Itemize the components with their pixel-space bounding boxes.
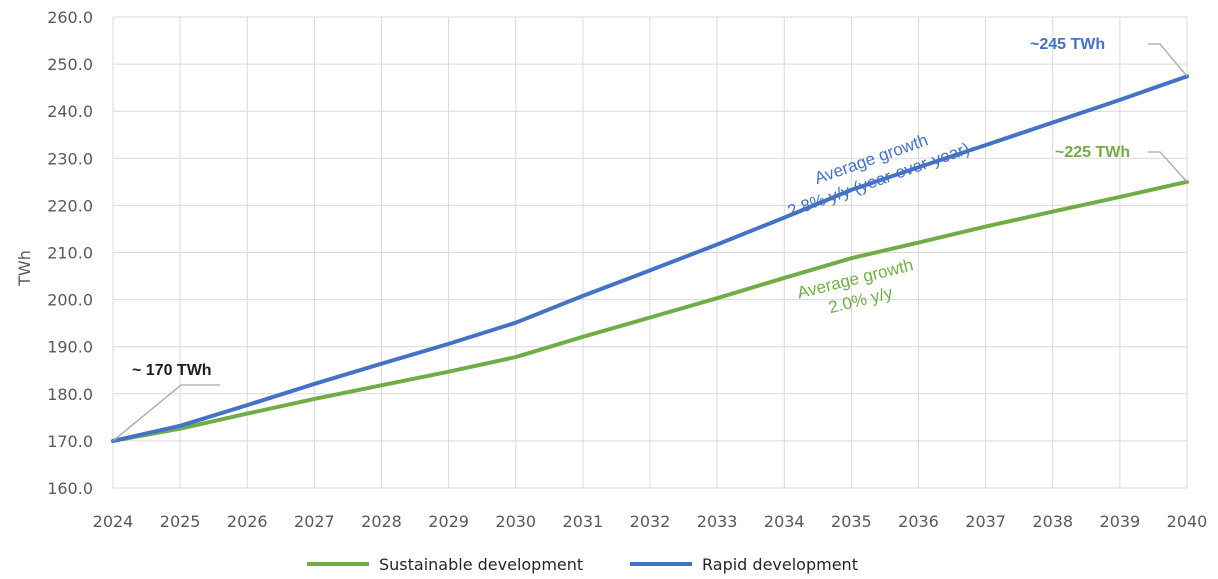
legend-item-rapid: Rapid development xyxy=(630,555,858,574)
y-tick-label: 250.0 xyxy=(47,55,93,74)
x-tick-label: 2029 xyxy=(428,512,469,531)
x-tick-label: 2030 xyxy=(495,512,536,531)
y-tick-label: 160.0 xyxy=(47,479,93,498)
x-tick-label: 2028 xyxy=(361,512,402,531)
x-tick-label: 2026 xyxy=(227,512,268,531)
y-tick-label: 180.0 xyxy=(47,385,93,404)
y-tick-label: 260.0 xyxy=(47,8,93,27)
y-tick-labels: 160.0 170.0 180.0 190.0 200.0 210.0 220.0 230.0… xyxy=(47,8,93,498)
series-line-sustainable xyxy=(111,179,1189,443)
x-tick-label: 2024 xyxy=(93,512,134,531)
series-lines xyxy=(111,74,1189,443)
x-tick-label: 2032 xyxy=(630,512,671,531)
annotation-leaders xyxy=(112,43,1188,442)
y-tick-label: 170.0 xyxy=(47,432,93,451)
annotation-sustainable-growth: Average growth 2.0% y/y xyxy=(795,255,915,317)
x-tick-label: 2027 xyxy=(294,512,335,531)
series-line-rapid xyxy=(111,74,1189,443)
y-tick-label: 210.0 xyxy=(47,244,93,263)
x-tick-label: 2025 xyxy=(160,512,201,531)
x-tick-label: 2033 xyxy=(697,512,738,531)
y-tick-label: 240.0 xyxy=(47,102,93,121)
leader-sustainable-end xyxy=(1148,151,1188,183)
x-tick-label: 2038 xyxy=(1032,512,1073,531)
x-tick-label: 2034 xyxy=(764,512,805,531)
y-tick-label: 230.0 xyxy=(47,149,93,168)
leader-rapid-end xyxy=(1148,43,1188,77)
grid-lines xyxy=(112,16,1188,489)
legend-label: Rapid development xyxy=(702,555,858,574)
annotation-sustainable-end-value: ~225 TWh xyxy=(1055,144,1130,161)
x-tick-label: 2040 xyxy=(1167,512,1208,531)
x-tick-label: 2039 xyxy=(1100,512,1141,531)
legend-label: Sustainable development xyxy=(379,555,583,574)
annotation-rapid-end-value: ~245 TWh xyxy=(1030,36,1105,53)
leader-start xyxy=(112,384,220,442)
x-tick-label: 2036 xyxy=(898,512,939,531)
x-tick-label: 2037 xyxy=(965,512,1006,531)
y-tick-label: 190.0 xyxy=(47,338,93,357)
y-tick-label: 200.0 xyxy=(47,291,93,310)
y-tick-label: 220.0 xyxy=(47,196,93,215)
legend: Sustainable development Rapid development xyxy=(307,555,858,574)
y-axis-label: TWh xyxy=(15,250,34,287)
x-tick-labels: 2024 2025 2026 2027 2028 2029 2030 2031 2032 2033… xyxy=(93,512,1208,531)
x-tick-label: 2035 xyxy=(831,512,872,531)
x-tick-label: 2031 xyxy=(563,512,604,531)
annotation-start-value: ~ 170 TWh xyxy=(132,362,212,379)
legend-item-sustainable: Sustainable development xyxy=(307,555,583,574)
